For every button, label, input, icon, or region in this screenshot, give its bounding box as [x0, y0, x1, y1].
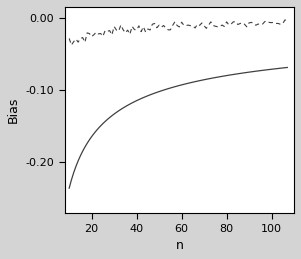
X-axis label: n: n	[175, 239, 183, 252]
Y-axis label: Bias: Bias	[7, 97, 20, 123]
